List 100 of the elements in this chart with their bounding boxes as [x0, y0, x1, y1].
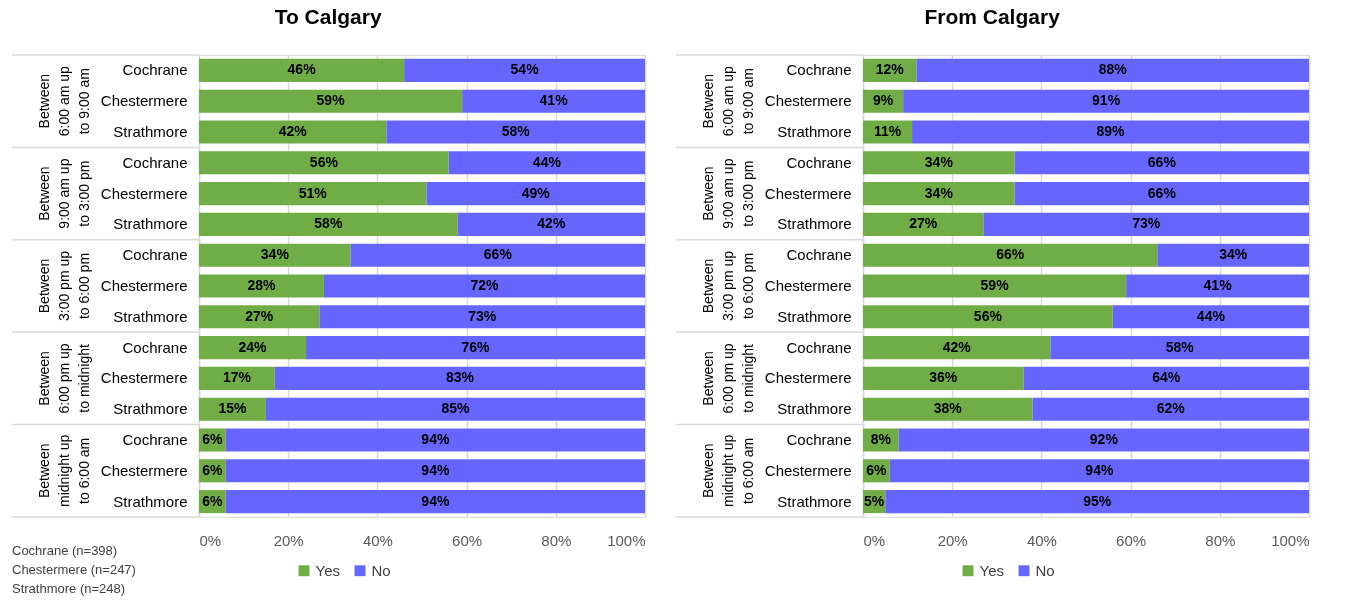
data-label: 24% — [238, 338, 268, 355]
data-label: 62% — [1156, 400, 1186, 417]
data-label: 27% — [245, 307, 274, 324]
chart-title: From Calgary — [924, 5, 1061, 29]
y-tick-label: Chestermere — [764, 461, 852, 479]
y-tick-label: Chestermere — [100, 92, 188, 110]
data-label: 94% — [421, 431, 450, 447]
legend-label: No — [371, 561, 391, 579]
text: Chestermere (n=247) — [12, 562, 136, 577]
data-label: 34% — [260, 246, 290, 263]
text: Between 6:00 pm up to midnight — [700, 343, 756, 414]
data-label: 88% — [1098, 61, 1128, 78]
y-tick-label: Cochrane — [786, 431, 852, 448]
data-label: 76% — [461, 338, 491, 355]
y-tick-label: Cochrane — [122, 61, 188, 79]
data-label: 46% — [287, 61, 317, 78]
y-tick-label: Strathmore — [777, 123, 852, 140]
text: Between 6:00 pm up to midnight — [36, 343, 92, 414]
data-label: 73% — [1132, 215, 1161, 232]
data-label: 56% — [973, 307, 1003, 324]
y-tick-label: Cochrane — [786, 246, 852, 264]
data-label: 66% — [1147, 184, 1177, 201]
data-label: 15% — [218, 400, 248, 417]
y-tick-label: Strathmore — [113, 215, 188, 233]
data-label: 27% — [909, 215, 938, 232]
x-tick-label: 0% — [863, 531, 886, 549]
y-tick-label: Strathmore — [777, 307, 852, 325]
data-label: 6% — [202, 431, 224, 447]
data-label: 73% — [468, 307, 497, 324]
data-label: 58% — [314, 215, 343, 232]
data-label: 95% — [1083, 492, 1112, 509]
y-tick-label: Chestermere — [764, 184, 852, 202]
data-label: 66% — [996, 246, 1025, 263]
x-tick-label: 100% — [1271, 531, 1310, 549]
y-tick-label: Chestermere — [100, 277, 188, 294]
text: Cochrane (n=398) — [12, 543, 118, 558]
data-label: 94% — [421, 461, 450, 478]
y-tick-label: Cochrane — [122, 431, 188, 448]
x-tick-label: 40% — [1026, 531, 1057, 549]
y-tick-label: Chestermere — [100, 369, 188, 387]
data-label: 59% — [980, 277, 1010, 293]
data-label: 12% — [875, 61, 905, 78]
data-label: 44% — [1196, 307, 1226, 324]
data-label: 54% — [510, 61, 540, 78]
data-label: 41% — [1203, 277, 1233, 293]
x-tick-label: 60% — [1116, 531, 1147, 549]
y-tick-label: Chestermere — [764, 92, 852, 110]
data-label: 66% — [483, 246, 513, 263]
data-label: 42% — [278, 123, 308, 139]
y-tick-label: Chestermere — [100, 184, 188, 202]
y-tick-label: Cochrane — [122, 246, 188, 264]
data-label: 34% — [924, 153, 954, 170]
y-tick-label: Strathmore — [113, 123, 188, 140]
data-label: 6% — [866, 461, 888, 478]
data-label: 5% — [864, 492, 885, 509]
data-label: 58% — [1165, 338, 1195, 355]
y-tick-label: Cochrane — [786, 153, 852, 171]
data-label: 58% — [501, 123, 531, 139]
x-tick-label: 20% — [273, 531, 304, 549]
data-label: 6% — [202, 492, 224, 509]
text: Between midnight up to 6:00 am — [36, 434, 92, 507]
data-label: 64% — [1152, 369, 1181, 386]
data-label: 38% — [933, 400, 963, 417]
x-tick-label: 20% — [937, 531, 968, 549]
data-label: 8% — [870, 431, 892, 447]
y-tick-label: Strathmore — [777, 492, 852, 510]
text: Between 6:00 am up to 9:00 am — [36, 65, 92, 137]
data-label: 83% — [445, 369, 475, 386]
data-label: 72% — [470, 277, 499, 293]
y-tick-label: Cochrane — [122, 338, 188, 356]
x-tick-label: 100% — [607, 531, 646, 549]
legend-label: Yes — [315, 561, 340, 579]
y-tick-label: Chestermere — [764, 369, 852, 387]
data-label: 42% — [537, 215, 566, 232]
data-label: 44% — [532, 153, 562, 170]
data-label: 56% — [309, 153, 339, 170]
y-tick-label: Cochrane — [786, 338, 852, 356]
data-label: 89% — [1096, 123, 1126, 139]
data-label: 36% — [929, 369, 958, 386]
data-label: 6% — [202, 461, 224, 478]
data-label: 94% — [421, 492, 450, 509]
y-tick-label: Cochrane — [122, 153, 188, 171]
data-label: 85% — [441, 400, 471, 417]
data-label: 59% — [316, 92, 346, 109]
legend-label: No — [1035, 561, 1055, 579]
text: Between 3:00 pm up to 6:00 pm — [36, 250, 92, 322]
data-label: 41% — [539, 92, 569, 109]
text: Strathmore (n=248) — [12, 581, 126, 596]
text: Between 3:00 pm up to 6:00 pm — [700, 250, 756, 322]
data-label: 92% — [1089, 431, 1119, 447]
y-tick-label: Strathmore — [113, 492, 188, 510]
text: Between midnight up to 6:00 am — [700, 434, 756, 507]
data-label: 34% — [1219, 246, 1248, 263]
text: Between 9:00 am up to 3:00 pm — [36, 158, 92, 229]
data-label: 9% — [872, 92, 894, 109]
y-tick-label: Strathmore — [113, 307, 188, 325]
y-tick-label: Strathmore — [777, 215, 852, 233]
x-tick-label: 40% — [362, 531, 393, 549]
data-label: 66% — [1147, 153, 1177, 170]
data-label: 51% — [298, 184, 328, 201]
